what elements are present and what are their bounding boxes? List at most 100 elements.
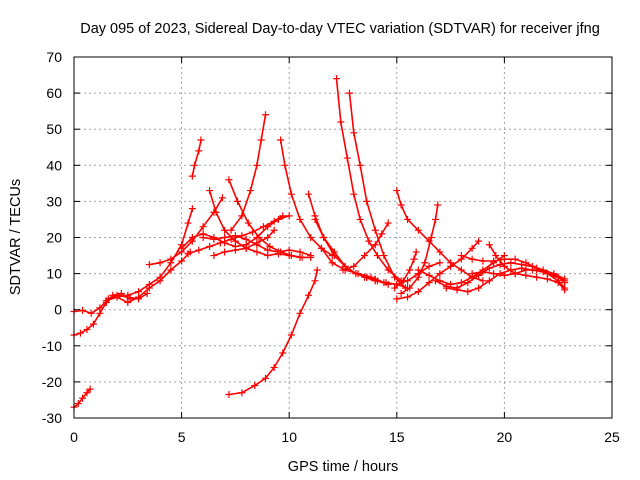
data-point <box>371 277 379 285</box>
data-point <box>188 172 196 180</box>
data-point <box>414 288 422 296</box>
data-point <box>87 309 95 317</box>
data-point <box>522 259 530 267</box>
series-arc-27 <box>393 237 483 303</box>
y-tick-label: 40 <box>46 157 62 173</box>
data-point <box>117 289 125 297</box>
data-point <box>253 248 261 256</box>
series-line <box>127 207 194 297</box>
series-line <box>342 222 389 271</box>
data-point <box>382 279 390 287</box>
data-point <box>178 257 186 265</box>
data-point <box>399 277 407 285</box>
data-point <box>485 264 493 272</box>
data-point <box>156 259 164 267</box>
data-point <box>468 270 476 278</box>
data-point <box>393 295 401 303</box>
data-point <box>432 215 440 223</box>
series-line <box>471 269 566 284</box>
data-point <box>384 219 392 227</box>
data-point <box>231 246 239 254</box>
data-point <box>373 252 381 260</box>
data-point <box>404 293 412 301</box>
data-point <box>561 286 569 294</box>
data-point <box>350 190 358 198</box>
data-point <box>285 212 293 220</box>
data-point <box>330 248 338 256</box>
series-arc-18 <box>333 75 405 285</box>
data-point <box>287 252 295 260</box>
data-point <box>320 234 328 241</box>
plot-frame <box>73 56 613 419</box>
data-point <box>518 264 526 272</box>
data-point <box>414 226 422 234</box>
series-arc-7 <box>188 136 205 180</box>
data-point <box>253 161 261 169</box>
data-point <box>533 266 541 274</box>
x-tick-label: 15 <box>389 429 405 445</box>
data-point <box>354 270 362 278</box>
y-tick-label: 20 <box>46 230 62 246</box>
data-point <box>500 262 508 270</box>
data-point <box>76 329 84 337</box>
data-point <box>356 215 364 223</box>
x-tick-label: 0 <box>70 429 78 445</box>
series-arc-14 <box>227 111 270 234</box>
y-tick-label: 10 <box>46 266 62 282</box>
data-point <box>225 176 233 184</box>
data-point <box>124 291 132 299</box>
data-point <box>255 234 263 241</box>
data-point <box>485 241 493 249</box>
x-tick-label: 20 <box>497 429 513 445</box>
data-point <box>421 259 429 267</box>
data-point <box>457 266 465 274</box>
data-point <box>296 309 304 317</box>
data-point <box>221 248 229 256</box>
x-tick-label: 5 <box>178 429 186 445</box>
y-tick-label: 70 <box>46 49 62 65</box>
data-point <box>507 259 515 267</box>
series-arc-26 <box>391 248 420 292</box>
data-point <box>317 244 325 252</box>
data-point <box>425 279 433 287</box>
data-point <box>264 234 272 241</box>
data-point <box>279 212 287 220</box>
data-point <box>253 239 261 247</box>
y-tick-label: 0 <box>54 302 62 318</box>
data-point <box>83 326 91 334</box>
data-point <box>102 297 110 305</box>
series-arc-6 <box>145 194 226 269</box>
data-point <box>178 244 186 252</box>
data-point <box>83 389 91 397</box>
data-point <box>511 255 519 263</box>
x-tick-label: 25 <box>604 429 620 445</box>
data-point <box>197 136 205 144</box>
data-point <box>414 266 422 274</box>
data-point <box>156 273 164 281</box>
series-line <box>191 139 202 177</box>
data-point <box>242 244 250 252</box>
data-point <box>307 234 315 241</box>
data-point <box>287 190 295 198</box>
data-point <box>436 248 444 256</box>
data-point <box>453 286 461 294</box>
y-tick-label: -10 <box>42 338 62 354</box>
data-point <box>251 382 259 390</box>
data-point <box>350 262 358 270</box>
data-point <box>305 291 313 299</box>
data-point <box>533 273 541 281</box>
data-point <box>279 349 287 357</box>
data-point <box>311 277 319 285</box>
y-tick-label: 50 <box>46 121 62 137</box>
data-point <box>210 252 218 260</box>
series-line <box>187 215 284 255</box>
data-point <box>397 289 405 297</box>
data-point <box>238 389 246 397</box>
data-point <box>479 277 487 285</box>
data-point <box>311 215 319 223</box>
data-point <box>475 237 483 245</box>
data-point <box>199 223 207 231</box>
data-point <box>406 266 414 274</box>
data-point <box>109 291 117 299</box>
data-point <box>464 279 472 287</box>
